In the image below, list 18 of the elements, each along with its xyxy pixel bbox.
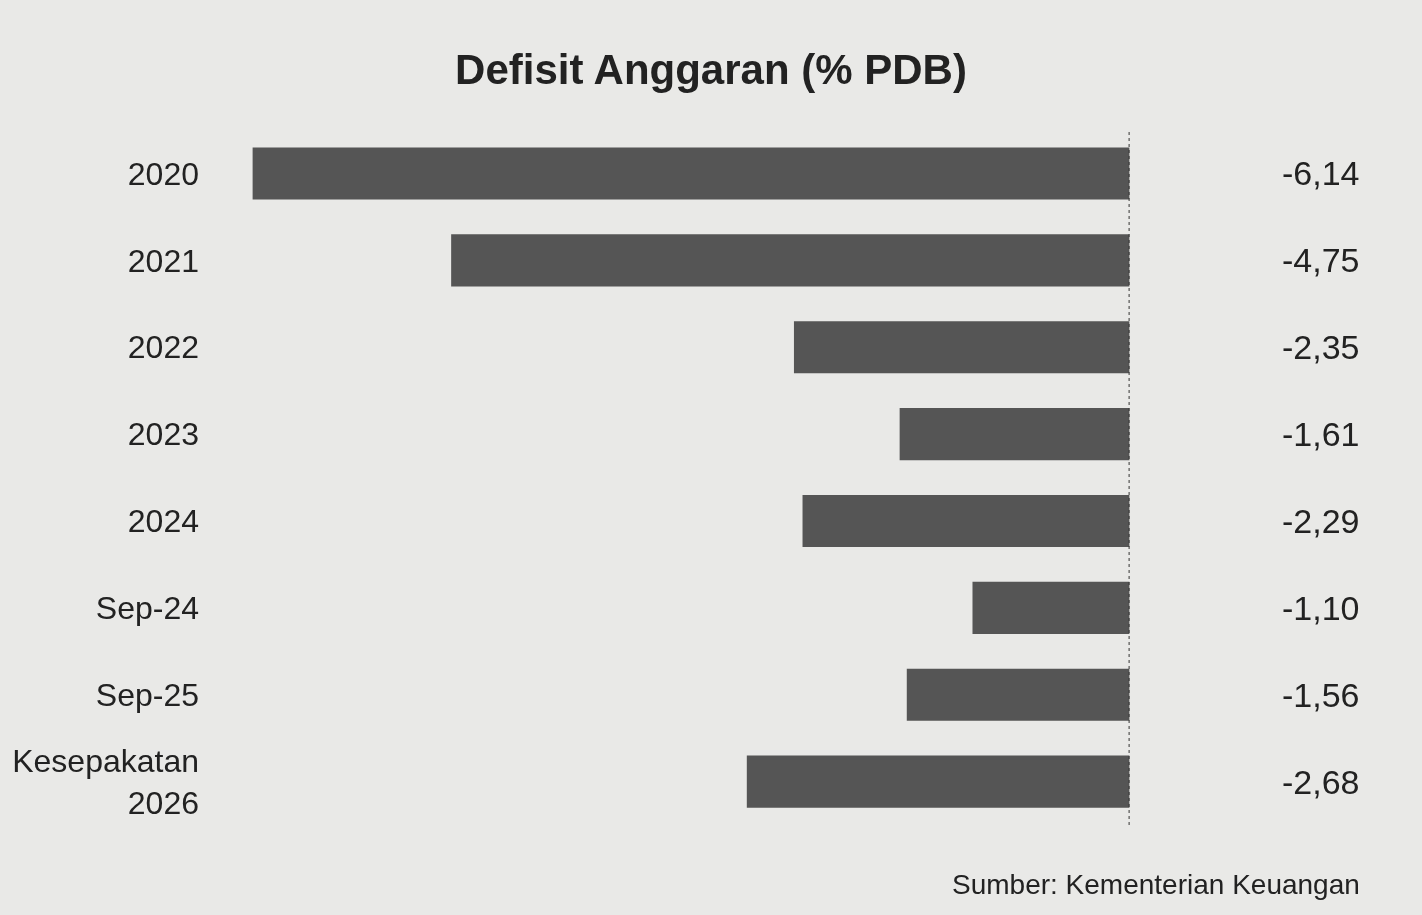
data-label: -2,35	[1282, 328, 1360, 366]
data-label: -1,56	[1282, 676, 1360, 714]
y-tick-label: Sep-24	[95, 590, 199, 627]
y-tick-label: 2024	[127, 503, 199, 540]
data-label: -1,10	[1282, 589, 1360, 627]
data-label: -1,61	[1282, 415, 1360, 453]
data-label: -2,29	[1282, 502, 1360, 540]
text: Sumber: Kementerian Keuangan	[952, 869, 1360, 900]
y-tick-label: 2022	[127, 329, 199, 366]
y-tick-label: Sep-25	[95, 676, 199, 713]
y-tick-label: 2021	[127, 242, 199, 279]
data-label: -6,14	[1282, 154, 1360, 192]
data-label: -4,75	[1282, 241, 1360, 279]
data-label: -2,68	[1282, 763, 1360, 801]
y-tick-label: 2023	[127, 416, 199, 453]
chart-title: Defisit Anggaran (% PDB)	[455, 46, 967, 94]
y-tick-label: Kesepakatan 2026	[12, 742, 199, 821]
y-tick-label: 2020	[127, 155, 199, 192]
